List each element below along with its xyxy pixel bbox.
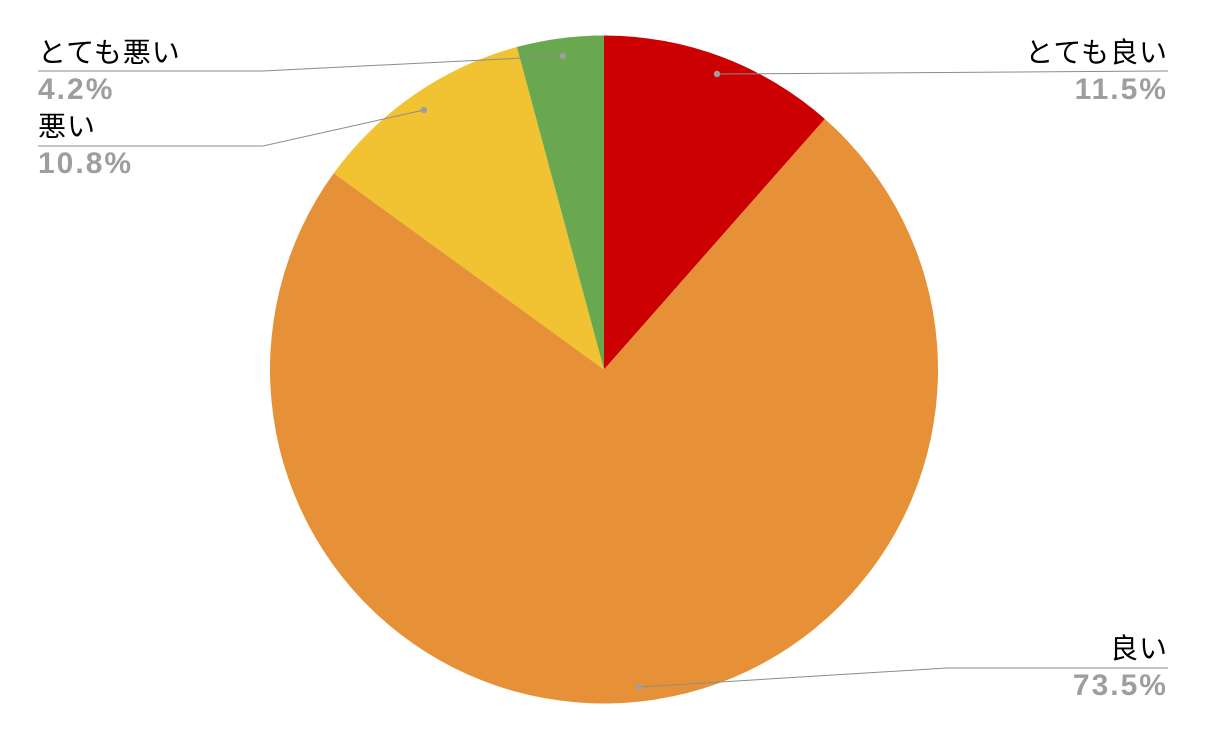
pie-slice-3[interactable] [516,35,604,370]
slice-percent: 73.5% [1072,669,1168,702]
leader-line-0 [716,70,1169,75]
leader-dot-0 [713,70,721,78]
slice-percent: 10.8% [38,147,134,180]
pie-slice-0[interactable] [604,35,825,370]
slice-percent: 11.5% [1074,73,1168,106]
slice-label-block-yoi: 良い 73.5% [1073,632,1168,702]
pie-slices-group [270,35,939,704]
leader-line-3 [38,55,564,72]
leader-line-2 [38,109,425,147]
pie-slice-1[interactable] [270,118,939,704]
slice-label: とても良い [1025,38,1168,69]
leader-dot-2 [420,106,428,114]
slice-label: 悪い [38,112,97,143]
slice-label-block-totemo-yoi: とても良い 11.5% [1025,36,1168,106]
slice-label: とても悪い [38,38,181,69]
slice-label-block-warui: 悪い 10.8% [38,110,133,180]
slice-label-block-totemo-warui: とても悪い 4.2% [38,36,181,106]
leader-lines-group [38,52,1169,691]
leader-line-1 [638,667,1168,688]
slice-label: 良い [1109,634,1168,665]
pie-slice-2[interactable] [333,47,604,370]
leader-dot-1 [635,683,643,691]
leader-dot-3 [559,52,567,60]
slice-percent: 4.2% [38,73,115,106]
